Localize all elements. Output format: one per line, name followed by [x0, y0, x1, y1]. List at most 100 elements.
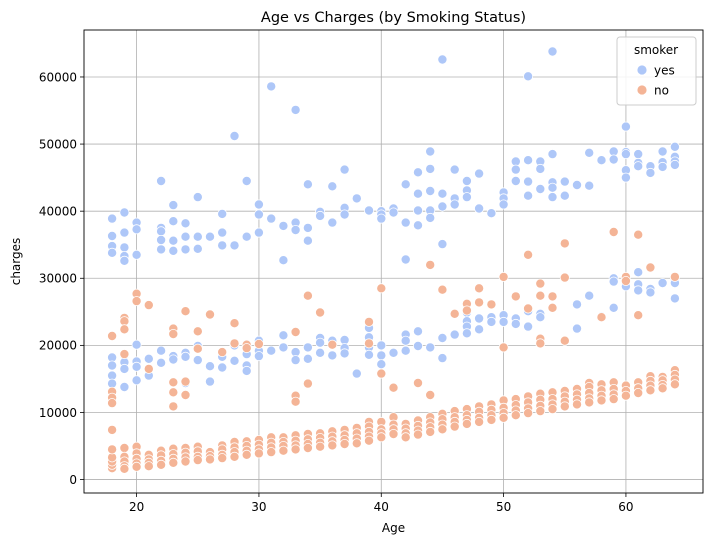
point-yes	[510, 318, 521, 329]
point-no	[376, 432, 387, 443]
point-yes	[523, 190, 534, 201]
point-yes	[620, 172, 631, 183]
point-yes	[510, 175, 521, 186]
point-yes	[241, 365, 252, 376]
point-no	[339, 438, 350, 449]
point-yes	[633, 149, 644, 160]
point-yes	[620, 149, 631, 160]
point-yes	[400, 179, 411, 190]
y-tick-label: 20000	[39, 339, 77, 353]
point-no	[180, 389, 191, 400]
point-yes	[315, 347, 326, 358]
point-yes	[425, 212, 436, 223]
point-no	[620, 390, 631, 401]
legend-label-yes: yes	[654, 64, 675, 78]
point-yes	[510, 164, 521, 175]
point-no	[633, 387, 644, 398]
point-no	[229, 451, 240, 462]
point-no	[608, 394, 619, 405]
point-no	[461, 418, 472, 429]
chart-title: Age vs Charges (by Smoking Status)	[261, 10, 526, 26]
point-no	[119, 324, 130, 335]
legend-marker-no	[636, 84, 648, 96]
plot-frame	[83, 29, 704, 494]
point-yes	[461, 192, 472, 203]
point-yes	[180, 351, 191, 362]
legend-box	[616, 36, 697, 106]
point-yes	[351, 368, 362, 379]
point-yes	[547, 182, 558, 193]
point-yes	[302, 342, 313, 353]
point-no	[633, 310, 644, 321]
legend: smoker yes no	[616, 36, 697, 106]
point-no	[253, 448, 264, 459]
point-yes	[253, 227, 264, 238]
point-yes	[437, 353, 448, 364]
point-yes	[461, 328, 472, 339]
point-no	[425, 426, 436, 437]
point-yes	[241, 175, 252, 186]
point-no	[327, 440, 338, 451]
point-yes	[547, 149, 558, 160]
x-tick-label: 60	[618, 500, 633, 514]
point-no	[302, 378, 313, 389]
point-no	[180, 376, 191, 387]
point-yes	[290, 104, 301, 115]
point-no	[498, 412, 509, 423]
point-yes	[131, 361, 142, 372]
point-no	[192, 326, 203, 337]
point-no	[449, 421, 460, 432]
point-yes	[107, 360, 118, 371]
point-yes	[131, 339, 142, 350]
point-no	[107, 330, 118, 341]
point-yes	[217, 227, 228, 238]
point-yes	[168, 200, 179, 211]
point-no	[290, 444, 301, 455]
point-yes	[168, 235, 179, 246]
point-no	[180, 456, 191, 467]
point-no	[412, 429, 423, 440]
point-no	[474, 297, 485, 308]
point-no	[315, 307, 326, 318]
point-yes	[107, 213, 118, 224]
point-yes	[180, 244, 191, 255]
point-no	[535, 290, 546, 301]
point-no	[388, 382, 399, 393]
point-no	[572, 399, 583, 410]
point-no	[620, 275, 631, 286]
point-yes	[547, 192, 558, 203]
point-yes	[400, 254, 411, 265]
point-yes	[535, 183, 546, 194]
point-yes	[388, 207, 399, 218]
point-no	[253, 338, 264, 349]
x-tick-label: 40	[374, 500, 389, 514]
y-tick-label: 60000	[39, 70, 77, 84]
point-yes	[302, 235, 313, 246]
point-yes	[168, 216, 179, 227]
x-tick-label: 20	[129, 500, 144, 514]
point-no	[608, 226, 619, 237]
point-yes	[425, 146, 436, 157]
point-yes	[119, 207, 130, 218]
point-no	[168, 377, 179, 388]
point-yes	[204, 376, 215, 387]
point-yes	[376, 350, 387, 361]
point-no	[547, 404, 558, 415]
point-yes	[437, 239, 448, 250]
point-yes	[645, 287, 656, 298]
point-no	[510, 291, 521, 302]
point-yes	[327, 350, 338, 361]
point-yes	[608, 154, 619, 165]
point-yes	[290, 355, 301, 366]
x-axis-label: Age	[382, 521, 405, 535]
legend-title: smoker	[634, 43, 678, 57]
point-yes	[523, 321, 534, 332]
point-no	[119, 442, 130, 453]
point-yes	[217, 240, 228, 251]
point-no	[180, 306, 191, 317]
point-yes	[119, 242, 130, 253]
point-no	[584, 397, 595, 408]
point-no	[168, 401, 179, 412]
point-yes	[437, 188, 448, 199]
